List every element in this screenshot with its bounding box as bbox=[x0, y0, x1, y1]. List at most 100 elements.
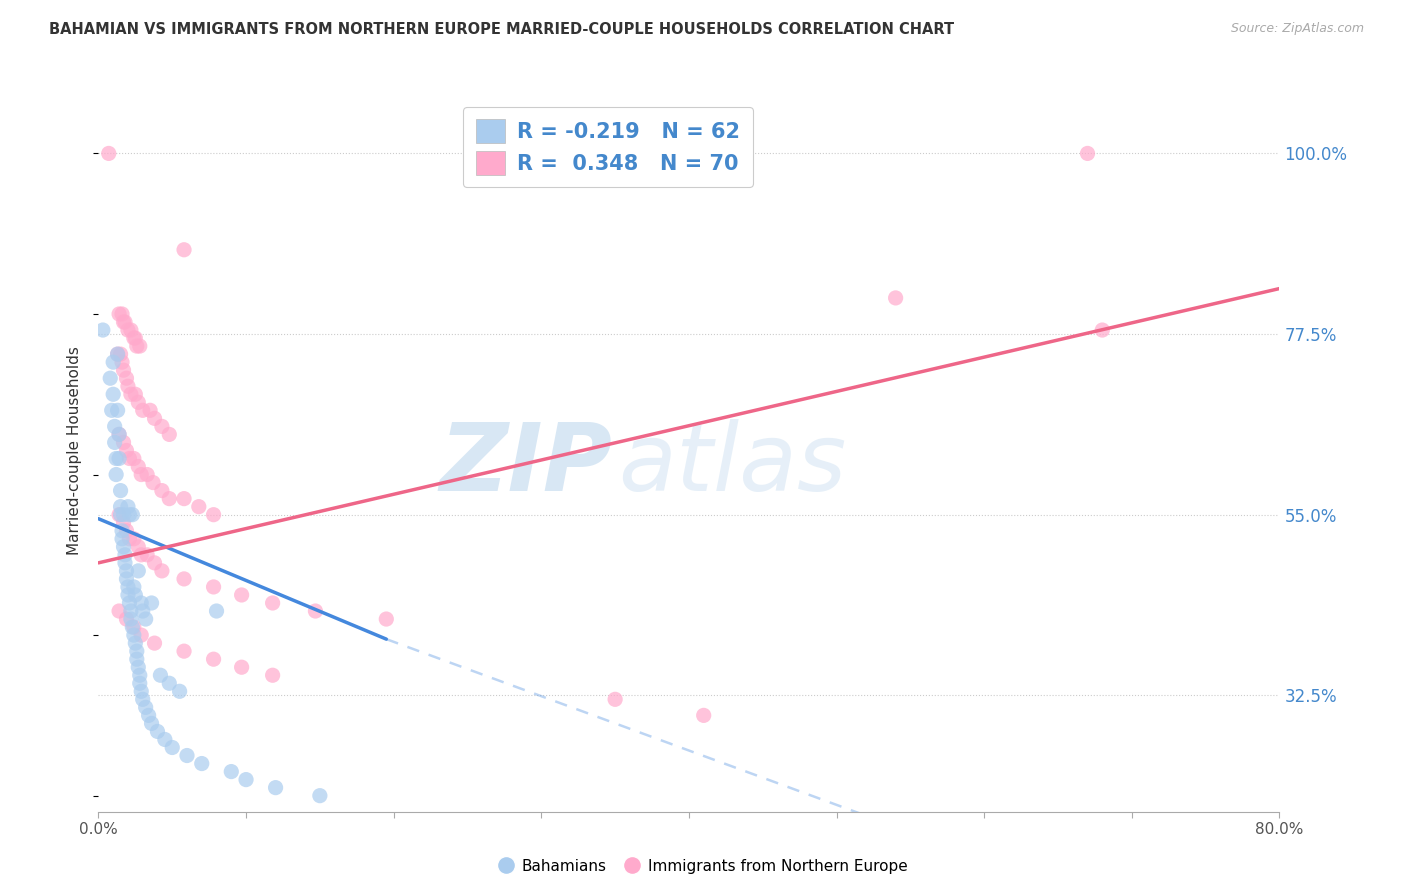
Point bbox=[157, 491, 180, 506]
Point bbox=[115, 524, 138, 538]
Point bbox=[105, 467, 128, 482]
Legend: R = -0.219   N = 62, R =  0.348   N = 70: R = -0.219 N = 62, R = 0.348 N = 70 bbox=[463, 107, 752, 187]
Point bbox=[132, 604, 155, 618]
Text: BAHAMIAN VS IMMIGRANTS FROM NORTHERN EUROPE MARRIED-COUPLE HOUSEHOLDS CORRELATIO: BAHAMIAN VS IMMIGRANTS FROM NORTHERN EUR… bbox=[49, 22, 955, 37]
Point bbox=[125, 644, 148, 658]
Point bbox=[132, 403, 155, 417]
Point bbox=[150, 483, 173, 498]
Point bbox=[375, 612, 398, 626]
Point bbox=[104, 435, 127, 450]
Point bbox=[884, 291, 907, 305]
Point bbox=[128, 676, 150, 690]
Point bbox=[112, 435, 135, 450]
Point bbox=[118, 596, 141, 610]
Point bbox=[221, 764, 243, 779]
Point bbox=[120, 612, 142, 626]
Point bbox=[191, 756, 214, 771]
Point bbox=[129, 596, 152, 610]
Point bbox=[121, 508, 143, 522]
Point bbox=[112, 516, 135, 530]
Point bbox=[108, 451, 131, 466]
Point bbox=[108, 508, 131, 522]
Point bbox=[135, 700, 157, 714]
Point bbox=[111, 524, 134, 538]
Point bbox=[173, 572, 195, 586]
Point bbox=[141, 596, 163, 610]
Point bbox=[112, 363, 135, 377]
Point bbox=[124, 636, 146, 650]
Point bbox=[129, 548, 152, 562]
Point bbox=[125, 339, 148, 353]
Point bbox=[114, 556, 136, 570]
Point bbox=[112, 315, 135, 329]
Point bbox=[129, 684, 152, 698]
Point bbox=[162, 740, 183, 755]
Point bbox=[115, 564, 138, 578]
Point bbox=[1077, 146, 1099, 161]
Point bbox=[127, 395, 149, 409]
Point bbox=[117, 588, 139, 602]
Point bbox=[110, 508, 132, 522]
Point bbox=[112, 540, 135, 554]
Point bbox=[143, 556, 166, 570]
Point bbox=[103, 387, 125, 401]
Point bbox=[103, 355, 125, 369]
Point bbox=[173, 644, 195, 658]
Point bbox=[146, 724, 169, 739]
Point bbox=[98, 371, 121, 385]
Point bbox=[129, 628, 152, 642]
Point bbox=[128, 668, 150, 682]
Point bbox=[173, 243, 195, 257]
Point bbox=[202, 580, 225, 594]
Point bbox=[111, 355, 134, 369]
Point bbox=[132, 692, 155, 706]
Point bbox=[117, 580, 139, 594]
Point bbox=[110, 483, 132, 498]
Point bbox=[114, 548, 136, 562]
Point bbox=[202, 508, 225, 522]
Point bbox=[108, 427, 131, 442]
Text: ZIP: ZIP bbox=[439, 419, 612, 511]
Point bbox=[111, 307, 134, 321]
Point bbox=[128, 339, 150, 353]
Point bbox=[693, 708, 716, 723]
Point bbox=[262, 668, 284, 682]
Point bbox=[91, 323, 114, 337]
Point bbox=[97, 146, 120, 161]
Point bbox=[169, 684, 191, 698]
Point bbox=[149, 668, 172, 682]
Point bbox=[143, 636, 166, 650]
Point bbox=[108, 307, 131, 321]
Point bbox=[202, 652, 225, 666]
Point bbox=[142, 475, 165, 490]
Point bbox=[176, 748, 198, 763]
Point bbox=[120, 604, 142, 618]
Point bbox=[231, 588, 253, 602]
Point bbox=[118, 451, 141, 466]
Point bbox=[136, 548, 159, 562]
Point bbox=[309, 789, 332, 803]
Point bbox=[1091, 323, 1114, 337]
Point bbox=[114, 315, 136, 329]
Point bbox=[231, 660, 253, 674]
Point bbox=[589, 146, 612, 161]
Point bbox=[100, 403, 122, 417]
Point bbox=[125, 652, 148, 666]
Point bbox=[115, 572, 138, 586]
Point bbox=[107, 403, 129, 417]
Point bbox=[124, 331, 146, 345]
Legend: Bahamians, Immigrants from Northern Europe: Bahamians, Immigrants from Northern Euro… bbox=[492, 853, 914, 880]
Point bbox=[235, 772, 257, 787]
Point bbox=[127, 660, 149, 674]
Point bbox=[122, 580, 145, 594]
Point bbox=[124, 588, 146, 602]
Point bbox=[153, 732, 176, 747]
Point bbox=[117, 323, 139, 337]
Point bbox=[120, 323, 142, 337]
Text: atlas: atlas bbox=[619, 419, 846, 510]
Point bbox=[141, 716, 163, 731]
Y-axis label: Married-couple Households: Married-couple Households bbox=[67, 346, 83, 555]
Point bbox=[120, 387, 142, 401]
Point bbox=[138, 708, 160, 723]
Point bbox=[121, 620, 143, 634]
